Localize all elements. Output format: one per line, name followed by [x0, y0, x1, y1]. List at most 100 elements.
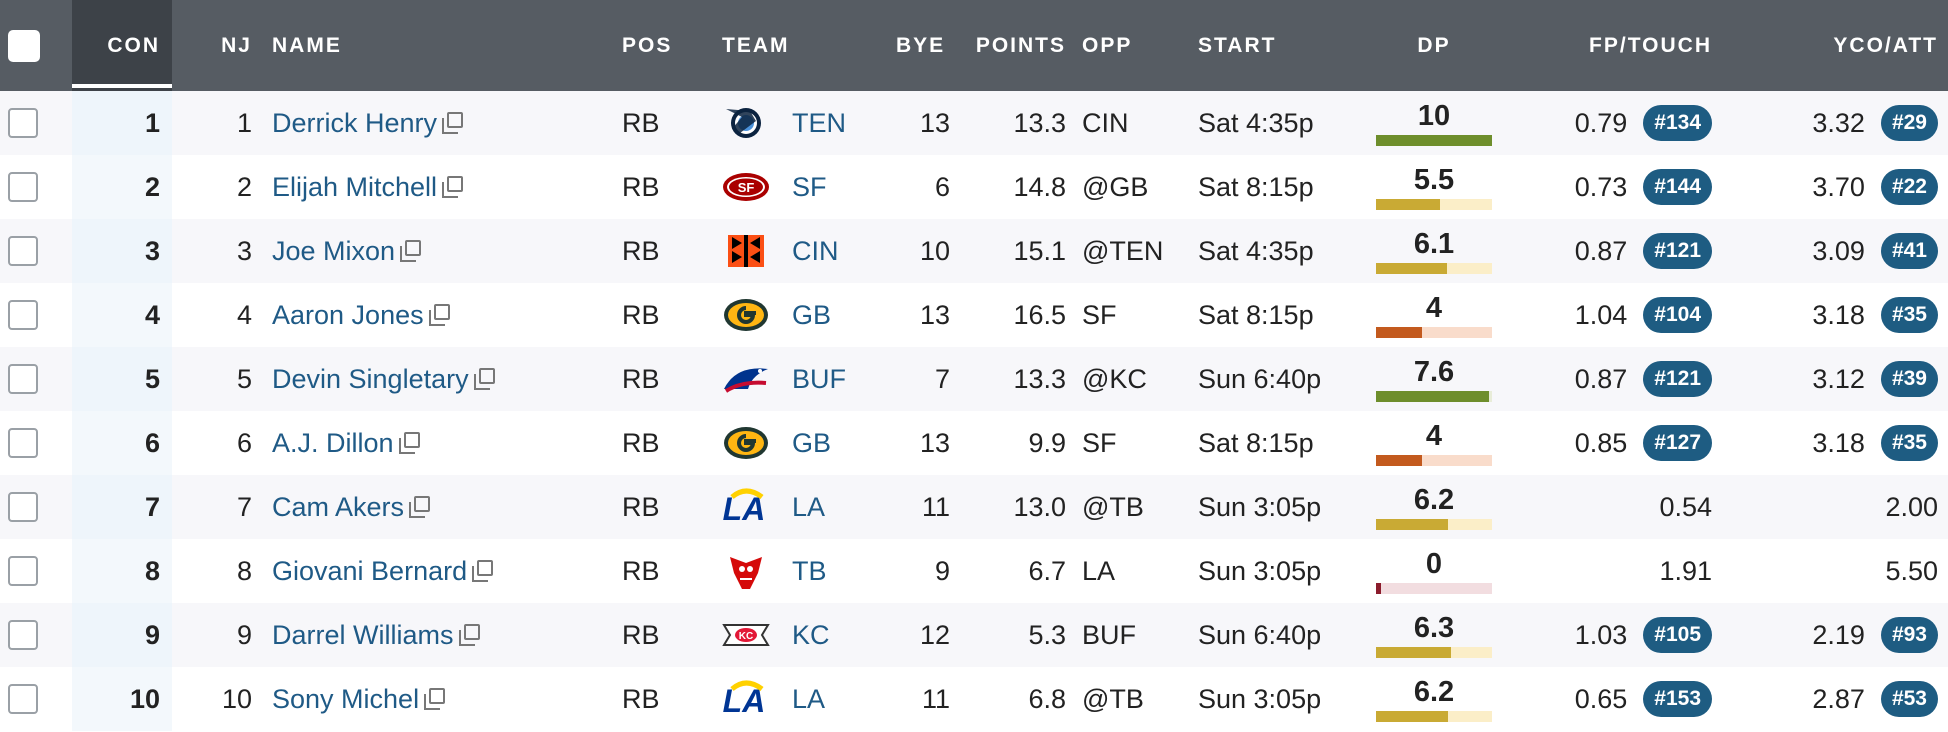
header-name[interactable]: NAME [272, 33, 342, 57]
team-link[interactable]: TEN [792, 107, 846, 138]
header-start[interactable]: START [1198, 33, 1277, 57]
dp-bar [1376, 134, 1492, 146]
fp-touch-cell: 0.85 #127 [1508, 411, 1724, 475]
table-row[interactable]: 4 4 Aaron Jones RB GB 13 16.5 SF Sat 8:1… [0, 283, 1948, 347]
header-points[interactable]: POINTS [975, 33, 1066, 57]
row-checkbox[interactable] [8, 428, 38, 458]
row-checkbox[interactable] [8, 108, 38, 138]
position: RB [622, 107, 660, 138]
open-new-window-icon[interactable] [400, 239, 422, 262]
header-dp[interactable]: DP [1417, 33, 1451, 57]
dp-value: 0 [1425, 547, 1443, 580]
header-opp[interactable]: OPP [1082, 33, 1133, 57]
position: RB [622, 299, 660, 330]
team-link[interactable]: SF [792, 171, 827, 202]
bye-week: 6 [934, 171, 950, 202]
row-checkbox[interactable] [8, 172, 38, 202]
player-name-link[interactable]: Darrel Williams [272, 619, 454, 650]
header-bye[interactable]: BYE [896, 33, 946, 57]
select-cell [0, 411, 72, 475]
projected-points: 16.5 [1013, 299, 1066, 330]
bengals-logo-icon [728, 235, 764, 267]
player-name-link[interactable]: A.J. Dillon [272, 427, 394, 458]
open-new-window-icon[interactable] [458, 623, 480, 646]
row-checkbox[interactable] [8, 620, 38, 650]
row-checkbox[interactable] [8, 300, 38, 330]
row-checkbox[interactable] [8, 556, 38, 586]
dp-bar-fill [1376, 454, 1423, 466]
header-pos[interactable]: POS [622, 33, 673, 57]
row-checkbox[interactable] [8, 492, 38, 522]
dp-cell: 4 [1360, 411, 1508, 475]
table-row[interactable]: 10 10 Sony Michel RB LA LA 11 6.8 @TB Sun… [0, 667, 1948, 731]
open-new-window-icon[interactable] [409, 495, 431, 518]
projected-points: 5.3 [1028, 619, 1066, 650]
opponent: CIN [1082, 107, 1129, 138]
header-row: CON NJ NAME POS TEAM BYE POINTS OPP STAR… [0, 0, 1948, 91]
dp-bar-fill [1376, 134, 1492, 146]
name-cell: Darrel Williams [264, 603, 622, 667]
position: RB [622, 555, 660, 586]
open-new-window-icon[interactable] [442, 111, 464, 134]
select-all-checkbox[interactable] [8, 29, 40, 62]
bye-week: 9 [934, 555, 950, 586]
team-link[interactable]: GB [792, 427, 832, 458]
open-new-window-icon[interactable] [442, 175, 464, 198]
yco-att-cell: 3.18 #35 [1724, 411, 1948, 475]
player-name-link[interactable]: Devin Singletary [272, 363, 469, 394]
player-name-link[interactable]: Sony Michel [272, 683, 420, 714]
player-name-link[interactable]: Aaron Jones [272, 299, 424, 330]
fp-touch-rank-badge: #127 [1643, 425, 1712, 461]
select-cell [0, 475, 72, 539]
table-row[interactable]: 5 5 Devin Singletary RB BUF 7 13.3 @KC S… [0, 347, 1948, 411]
team-link[interactable]: LA [792, 491, 826, 522]
header-con[interactable]: CON [72, 0, 172, 91]
table-row[interactable]: 9 9 Darrel Williams RB KC KC 12 5.3 BUF S… [0, 603, 1948, 667]
open-new-window-icon[interactable] [472, 559, 494, 582]
player-name-link[interactable]: Giovani Bernard [272, 555, 468, 586]
position: RB [622, 491, 660, 522]
team-link[interactable]: CIN [792, 235, 839, 266]
dp-value: 4 [1425, 291, 1443, 324]
player-name-link[interactable]: Elijah Mitchell [272, 171, 438, 202]
dp-bar-fill [1376, 198, 1440, 210]
yco-att-value: 3.12 [1812, 363, 1865, 394]
nj-rank: 5 [236, 363, 252, 394]
fp-touch-rank-badge: #121 [1643, 233, 1712, 269]
projected-points: 6.7 [1028, 555, 1066, 586]
open-new-window-icon[interactable] [398, 431, 420, 454]
team-link[interactable]: LA [792, 683, 826, 714]
team-link[interactable]: GB [792, 299, 832, 330]
table-row[interactable]: 1 1 Derrick Henry RB TEN 13 13.3 CIN Sat… [0, 91, 1948, 155]
position: RB [622, 619, 660, 650]
open-new-window-icon[interactable] [424, 687, 446, 710]
game-start: Sat 8:15p [1198, 171, 1314, 202]
table-row[interactable]: 2 2 Elijah Mitchell RB SF SF 6 14.8 @GB S… [0, 155, 1948, 219]
player-name-link[interactable]: Joe Mixon [272, 235, 396, 266]
table-row[interactable]: 6 6 A.J. Dillon RB GB 13 9.9 SF Sat 8:15… [0, 411, 1948, 475]
table-row[interactable]: 7 7 Cam Akers RB LA LA 11 13.0 @TB Sun 3:… [0, 475, 1948, 539]
team-link[interactable]: KC [792, 619, 830, 650]
bills-logo-icon [724, 368, 768, 393]
team-link[interactable]: BUF [792, 363, 846, 394]
header-nj[interactable]: NJ [221, 33, 252, 57]
yco-att-cell: 3.09 #41 [1724, 219, 1948, 283]
team-link[interactable]: TB [792, 555, 827, 586]
header-team[interactable]: TEAM [722, 33, 790, 57]
table-row[interactable]: 3 3 Joe Mixon RB CIN 10 15.1 @TEN Sat 4:… [0, 219, 1948, 283]
dp-cell: 0 [1360, 539, 1508, 603]
open-new-window-icon[interactable] [473, 367, 495, 390]
game-start: Sat 4:35p [1198, 107, 1314, 138]
row-checkbox[interactable] [8, 236, 38, 266]
dp-bar [1376, 262, 1492, 274]
row-checkbox[interactable] [8, 364, 38, 394]
open-new-window-icon[interactable] [428, 303, 450, 326]
table-row[interactable]: 8 8 Giovani Bernard RB TB 9 6.7 LA Sun 3… [0, 539, 1948, 603]
header-yco-att[interactable]: YCO/ATT [1833, 33, 1938, 57]
header-fp-touch[interactable]: FP/TOUCH [1589, 33, 1712, 57]
name-cell: Aaron Jones [264, 283, 622, 347]
yco-att-cell: 2.00 [1724, 475, 1948, 539]
row-checkbox[interactable] [8, 684, 38, 714]
player-name-link[interactable]: Derrick Henry [272, 107, 438, 138]
player-name-link[interactable]: Cam Akers [272, 491, 405, 522]
